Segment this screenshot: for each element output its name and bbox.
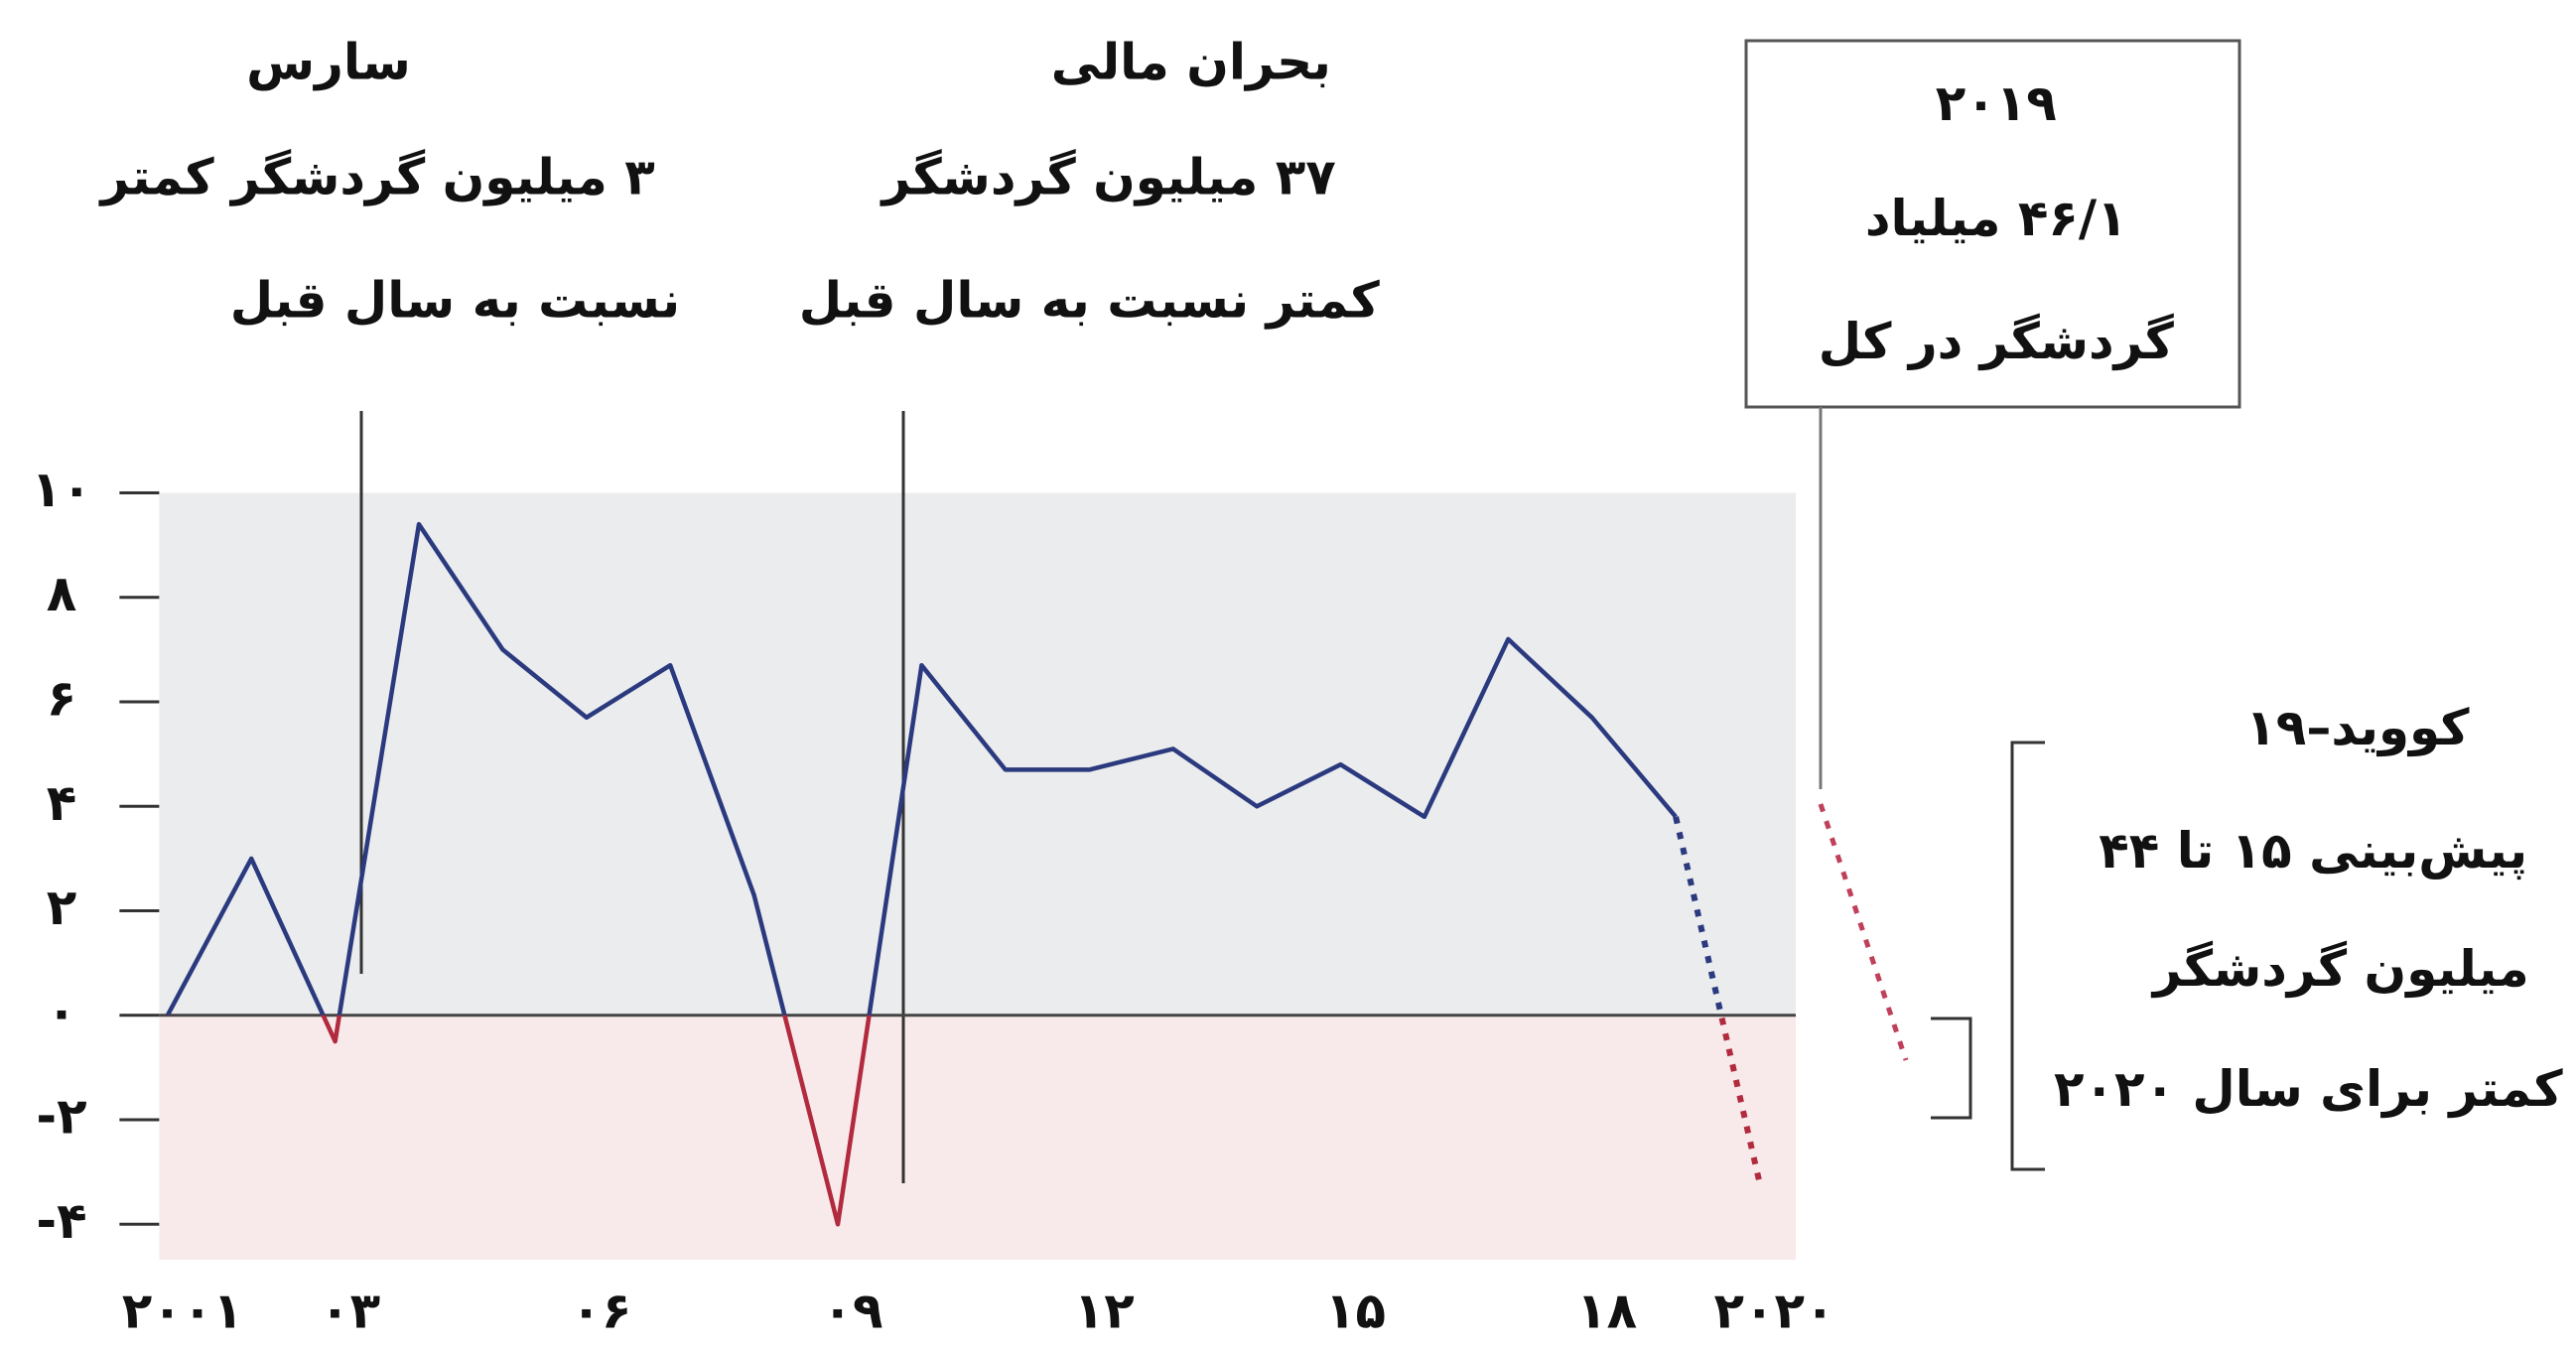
y-tick-label: ۲ — [47, 879, 77, 936]
x-tick-label: ۱۸ — [1576, 1283, 1637, 1340]
y-tick-label: ۶ — [47, 670, 77, 728]
annotation-text: ۲۰۱۹ — [1936, 74, 2057, 132]
annotation-lines — [359, 39, 2241, 1183]
annotation-text: ۴۶/۱ میلیاد — [1865, 190, 2127, 247]
annotation-heading: سارس — [246, 34, 411, 91]
annotation-text: گردشگر در کل — [1819, 313, 2175, 371]
x-tick-label: ۱۵ — [1325, 1283, 1386, 1340]
x-tick-label: ۰۳ — [320, 1283, 380, 1340]
annotation-heading: بحران مالی — [1051, 34, 1331, 92]
annotation-text: ۳۷ میلیون گردشگر — [879, 149, 1335, 207]
y-tick-label: -۲ — [36, 1088, 86, 1146]
annotation-text: کمتر نسبت به سال قبل — [799, 272, 1381, 331]
positive-band — [159, 492, 1796, 1016]
annotation-text: ۳ میلیون گردشگر کمتر — [98, 149, 655, 207]
x-tick-label: ۱۲ — [1074, 1283, 1135, 1340]
x-tick-label: ۲۰۰۱ — [122, 1283, 243, 1340]
annotation-heading: کووید–۱۹ — [2245, 699, 2470, 757]
bracket — [2010, 741, 2045, 1171]
x-tick-label: ۲۰۲۰ — [1713, 1283, 1834, 1340]
y-tick-label: ۸ — [47, 565, 77, 622]
y-tick-label: ۴ — [47, 774, 77, 832]
small-bracket — [1931, 1016, 1972, 1120]
annotation-text: کمتر برای سال ۲۰۲۰ — [2054, 1060, 2564, 1119]
x-tick-label: ۰۶ — [571, 1283, 631, 1340]
annotation-text: میلیون گردشگر — [2150, 940, 2529, 999]
line-positive — [165, 521, 1678, 1016]
annotation-text: نسبت به سال قبل — [230, 272, 680, 330]
background — [159, 492, 1796, 1261]
range-dotted — [1818, 803, 1909, 1061]
y-tick-label: ۰ — [47, 983, 77, 1040]
y-tick-label: ۱۰ — [31, 461, 91, 518]
box-2019 — [1744, 39, 2241, 409]
annotation-text: پیش‌بینی ۱۵ تا ۴۴ — [2099, 822, 2527, 880]
negative-band — [159, 1015, 1796, 1261]
x-tick-label: ۰۹ — [823, 1283, 883, 1340]
y-tick-label: -۴ — [36, 1192, 86, 1250]
